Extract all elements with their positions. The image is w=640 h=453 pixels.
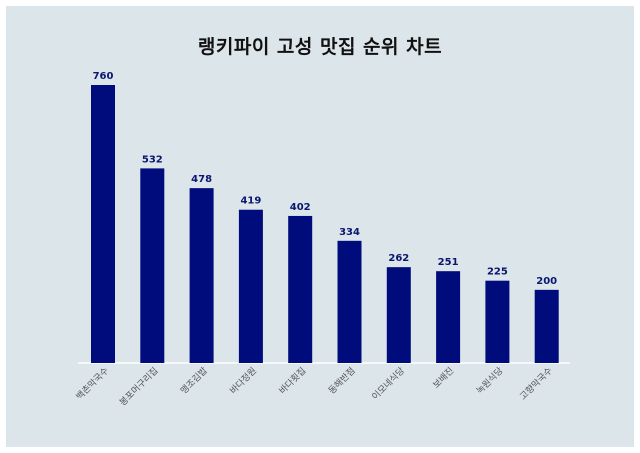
data-label: 402	[290, 202, 311, 213]
bar	[140, 168, 165, 363]
data-label: 532	[142, 154, 163, 165]
data-label: 334	[339, 227, 360, 238]
x-tick-label: 녹원식당	[474, 365, 505, 396]
bar	[485, 280, 510, 363]
bar	[238, 209, 263, 363]
x-tick-label: 동해반점	[326, 365, 358, 397]
bar	[337, 240, 362, 363]
bar	[189, 188, 214, 363]
x-tick-label: 백촌막국수	[74, 365, 111, 402]
x-tick-label: 봉포머구리집	[117, 365, 161, 409]
bar	[386, 267, 411, 363]
data-label: 419	[240, 196, 261, 207]
data-label: 200	[536, 276, 557, 287]
bar	[91, 85, 115, 363]
data-label: 251	[438, 257, 459, 268]
bar	[436, 271, 461, 363]
bar	[534, 289, 559, 363]
x-tick-label: 바다정원	[228, 365, 259, 396]
chart-title: 랭키파이 고성 맛집 순위 차트	[197, 36, 443, 58]
data-label: 760	[93, 71, 114, 82]
x-tick-label: 보배진	[431, 365, 456, 390]
data-label: 262	[388, 253, 409, 264]
x-tick-label: 맹조김밥	[178, 365, 210, 397]
data-label: 478	[191, 174, 212, 185]
x-tick-label: 바다횟집	[276, 365, 308, 397]
x-tick-label: 이모네식당	[370, 365, 407, 402]
data-label: 225	[487, 267, 508, 278]
x-tick-label: 고향막국수	[517, 365, 555, 403]
bar	[288, 215, 313, 363]
